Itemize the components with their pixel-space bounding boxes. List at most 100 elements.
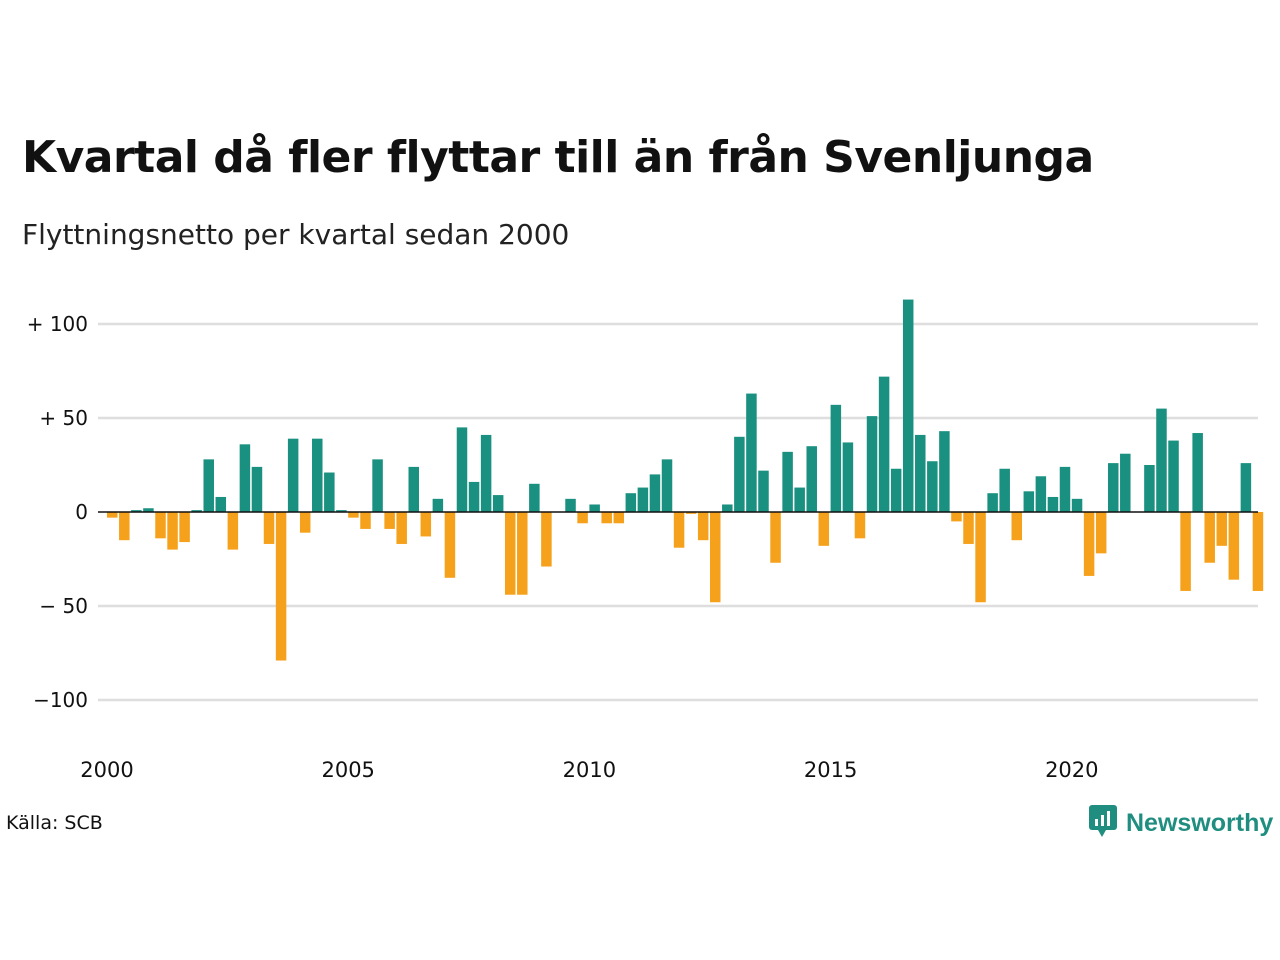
bar [734,436,745,512]
bar [975,512,986,603]
bar [818,512,830,546]
y-axis-labels: + 100 + 50 0 − 50 −100 [27,312,88,712]
bar [504,512,516,595]
bar [143,508,154,512]
bar [251,466,263,512]
bar [746,393,757,512]
bar [492,495,504,512]
bar [263,512,275,544]
bar [999,468,1010,512]
bar [420,512,432,537]
bar [1059,466,1071,512]
bar [179,512,190,543]
bar [227,512,239,550]
bar [661,459,673,512]
bar [963,512,974,544]
bar [1204,512,1215,563]
bar [1023,491,1035,512]
bar [794,487,805,512]
bar [830,404,842,512]
bar [866,416,878,512]
bar [1120,453,1131,512]
bar [697,512,709,541]
bar [915,434,926,512]
bar [1252,512,1264,591]
x-tick-label: 2005 [321,758,374,782]
bar [902,299,914,512]
bar [565,498,576,512]
bar [480,434,492,512]
bar [239,444,251,512]
bar [287,438,299,512]
brand-logo[interactable]: Newsworthy [1088,804,1273,842]
x-tick-label: 2000 [80,758,133,782]
bar [625,493,637,512]
bar [1011,512,1022,541]
bar [782,451,793,512]
bar [107,512,118,518]
bar-chart-speech-bubble-icon [1088,804,1118,842]
bar [191,510,202,512]
bar [601,512,612,524]
bar [1216,512,1228,546]
bar [649,474,661,512]
bar [770,512,781,563]
x-tick-label: 2020 [1045,758,1098,782]
bar [710,512,721,603]
bar [468,481,480,512]
bar [299,512,311,533]
bar [408,466,419,512]
bar [685,512,697,514]
bar [312,438,323,512]
bar [1083,512,1095,576]
bar [541,512,552,567]
bar [806,446,817,512]
bar [1240,463,1252,512]
bar [336,510,347,512]
bar [1192,433,1203,512]
bar [842,442,854,512]
bar [215,496,227,512]
bar [951,512,962,522]
bar [927,461,938,512]
bar [1071,498,1083,512]
bar [360,512,371,529]
bar [324,472,335,512]
bar [1035,476,1047,512]
x-tick-label: 2015 [804,758,857,782]
bar [432,498,444,512]
bar [1168,440,1179,512]
source-note: Källa: SCB [6,812,103,834]
bar [589,504,600,512]
bar [987,493,998,512]
y-tick-label: + 100 [27,312,88,336]
grid-lines [98,322,1258,702]
bar [673,512,685,548]
bar [613,512,625,524]
bar [372,459,383,512]
bar [275,512,287,661]
bar [203,459,214,512]
y-tick-label: − 50 [39,594,88,618]
bar [854,512,866,539]
bar [1228,512,1240,580]
bar [1180,512,1191,591]
bar [890,468,902,512]
bar [167,512,178,550]
bar [384,512,395,529]
x-axis-labels: 2000 2005 2010 2015 2020 [80,758,1098,782]
bar [637,487,649,512]
bar [1156,408,1167,512]
y-tick-label: −100 [33,688,88,712]
y-tick-label: 0 [75,500,88,524]
y-tick-label: + 50 [39,406,88,430]
chart-title: Kvartal då fler flyttar till än från Sve… [22,132,1094,183]
bar [396,512,407,544]
bar [456,427,468,512]
bar [517,512,528,595]
bar [1047,496,1059,512]
brand-name: Newsworthy [1126,808,1274,837]
bar [529,483,540,512]
bar [155,512,166,539]
chart-subtitle: Flyttningsnetto per kvartal sedan 2000 [22,218,570,251]
